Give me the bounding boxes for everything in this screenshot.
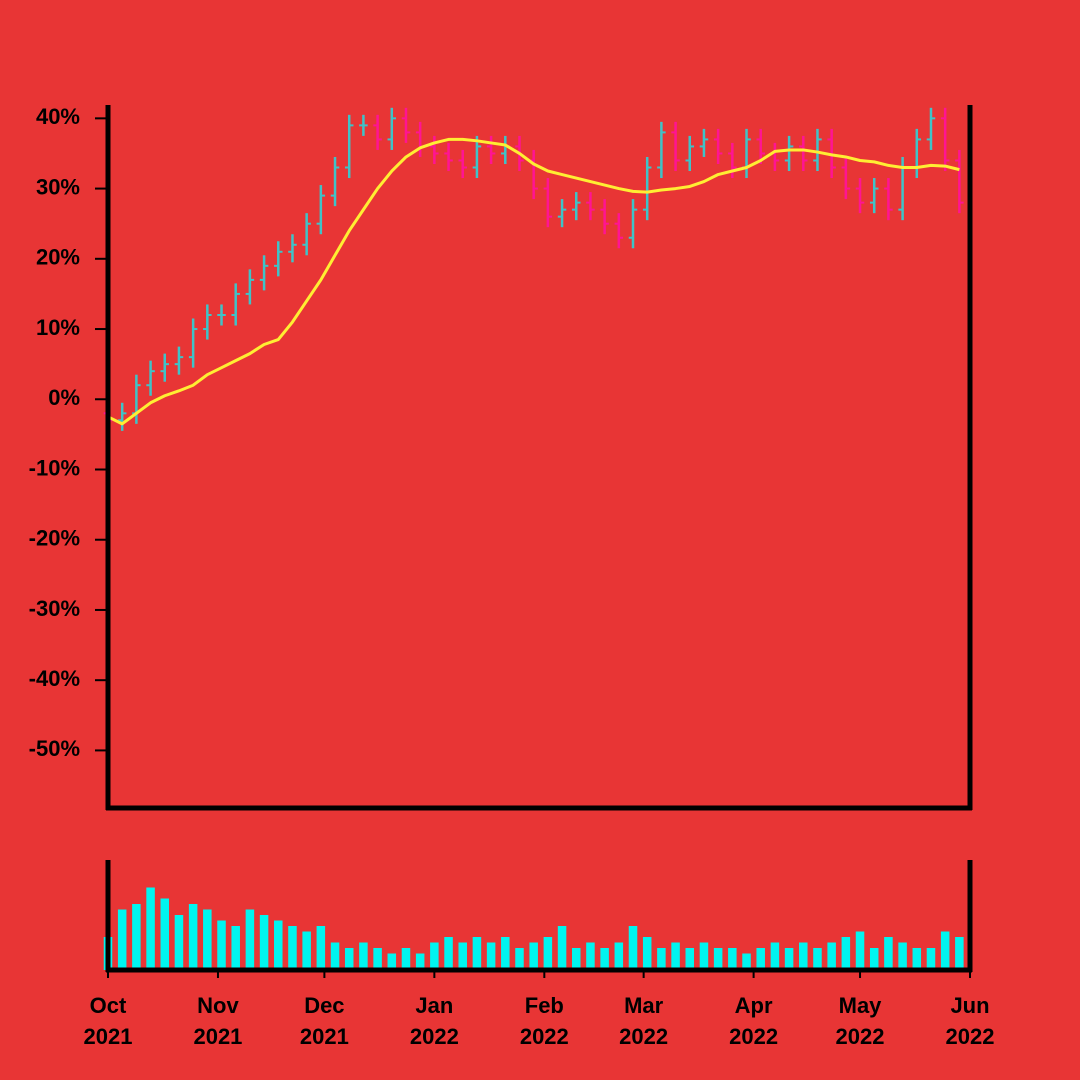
volume-bar [515,948,524,970]
volume-bar [657,948,666,970]
y-tick-label: -10% [29,455,80,480]
y-tick-label: 10% [36,315,80,340]
y-tick-label: 0% [48,385,80,410]
volume-bar [713,948,723,970]
volume-bar [387,953,397,970]
volume-bar [203,909,212,970]
volume-bar [685,948,695,970]
volume-bar [799,942,808,970]
volume-bar [188,904,198,970]
volume-bar [458,942,467,970]
volume-bar [302,931,311,970]
x-tick-label: Jan 2022 [409,993,459,1049]
volume-bar [359,942,368,970]
volume-bar [827,942,836,970]
volume-bar [586,942,595,970]
volume-bar [898,942,907,970]
volume-bar [543,937,553,970]
volume-bar [217,920,226,970]
volume-bar [770,942,780,970]
x-tick-label: Apr 2022 [729,993,779,1049]
volume-bar [742,953,751,970]
volume-bar [146,887,155,970]
y-tick-label: -50% [29,736,80,761]
x-tick-label: May 2022 [835,993,885,1049]
volume-bar [344,948,354,970]
volume-bar [884,937,893,970]
volume-bar [728,948,737,970]
x-tick-label: Mar 2022 [619,993,669,1049]
volume-bar [926,948,936,970]
volume-bar [628,926,638,970]
y-tick-label: 20% [36,245,80,270]
volume-bar [855,931,865,970]
volume-bar [259,915,269,970]
volume-bar [671,942,680,970]
volume-bar [571,948,581,970]
volume-bar [174,915,184,970]
volume-bar [231,926,240,970]
volume-bar [316,926,326,970]
x-tick-label: Jun 2022 [945,993,995,1049]
y-tick-label: -30% [29,596,80,621]
volume-bar [430,942,439,970]
volume-bar [288,926,297,970]
volume-bar [501,937,510,970]
volume-bar [784,948,794,970]
volume-bar [444,937,453,970]
volume-bar [699,942,709,970]
volume-bar [415,953,425,970]
moving-average [107,137,960,426]
volume-bar [869,948,879,970]
volume-bar [912,948,922,970]
volume-bar [160,898,170,970]
x-tick-label: Feb 2022 [519,993,569,1049]
volume-bar [756,948,765,970]
volume-bar [472,937,482,970]
volume-bar [614,942,624,970]
volume-bar [274,920,283,970]
x-tick-label: Dec 2021 [299,993,349,1049]
x-tick-label: Nov 2021 [193,993,243,1049]
volume-bar [955,937,964,970]
volume-bar [557,926,567,970]
volume-bar [940,931,950,970]
volume-bar [330,942,340,970]
volume-bar [401,948,411,970]
volume-bar [486,942,496,970]
y-tick-label: 30% [36,174,80,199]
volume-bar [813,948,822,970]
volume-bar [117,909,127,970]
y-tick-label: 40% [36,104,80,129]
volume-bar [245,909,255,970]
y-tick-label: -40% [29,666,80,691]
volume-bar [841,937,851,970]
volume-bar [642,937,652,970]
volume-bar [529,942,538,970]
volume-bar [600,948,609,970]
x-tick-label: Oct 2021 [83,993,133,1049]
volume-bar [132,904,141,970]
volume-bar [373,948,382,970]
y-tick-label: -20% [29,526,80,551]
